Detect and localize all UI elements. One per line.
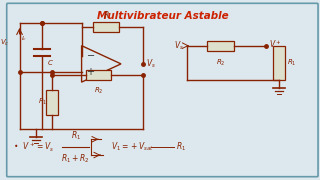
Text: $V^+$: $V^+$ xyxy=(269,38,282,50)
Text: $C$: $C$ xyxy=(47,58,54,68)
Bar xyxy=(273,46,284,80)
Text: $R$: $R$ xyxy=(103,9,109,20)
Text: $I_c$: $I_c$ xyxy=(21,34,28,43)
Text: $R_1$: $R_1$ xyxy=(286,57,296,68)
Text: $V_1 = +V_{sat}$: $V_1 = +V_{sat}$ xyxy=(111,141,154,153)
Text: $R_2$: $R_2$ xyxy=(216,57,225,68)
Text: •  $V^+ = V_s$: • $V^+ = V_s$ xyxy=(12,141,54,154)
Text: $V_s$: $V_s$ xyxy=(146,58,156,70)
FancyBboxPatch shape xyxy=(7,3,318,177)
Text: $R_2$: $R_2$ xyxy=(93,86,103,96)
Bar xyxy=(207,41,234,51)
Polygon shape xyxy=(82,46,121,82)
Text: $V_c$: $V_c$ xyxy=(0,38,10,48)
Text: −: − xyxy=(86,51,95,60)
Bar xyxy=(85,70,111,80)
Text: $R_1+R_2$: $R_1+R_2$ xyxy=(61,152,90,165)
Bar xyxy=(93,22,119,32)
Text: $R_1$: $R_1$ xyxy=(71,130,81,142)
Bar xyxy=(46,90,58,115)
Text: $R_1$: $R_1$ xyxy=(38,97,48,107)
Text: +: + xyxy=(86,67,94,77)
Text: $V_s$: $V_s$ xyxy=(174,39,184,52)
Text: $R_1$: $R_1$ xyxy=(176,141,186,153)
Text: Multivibrateur Astable: Multivibrateur Astable xyxy=(97,11,228,21)
